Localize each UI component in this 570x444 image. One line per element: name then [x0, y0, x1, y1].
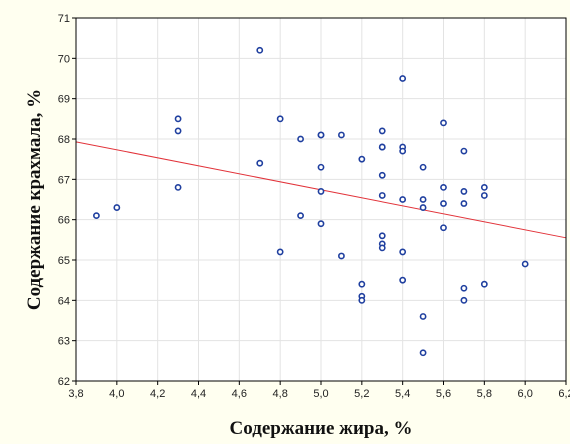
data-point — [174, 115, 182, 123]
data-point — [276, 248, 284, 256]
data-point — [460, 200, 468, 207]
data-point — [419, 204, 427, 211]
data-point — [460, 284, 468, 292]
plot-frame — [75, 17, 567, 382]
data-point — [440, 119, 447, 127]
data-point — [358, 280, 366, 288]
data-point — [297, 135, 304, 143]
data-point — [93, 212, 100, 220]
data-point — [378, 192, 386, 199]
x-tick-label: 4,8 — [273, 388, 288, 400]
y-tick-label: 62 — [58, 376, 70, 388]
data-point — [480, 183, 488, 191]
data-point — [256, 46, 264, 54]
data-point — [419, 349, 427, 357]
x-tick-label: 6,2 — [558, 388, 570, 400]
data-point — [378, 143, 386, 151]
y-tick-label: 67 — [58, 174, 70, 186]
data-point — [297, 212, 304, 220]
data-point — [419, 313, 427, 320]
x-tick-label: 5,4 — [395, 388, 410, 400]
x-tick-label: 4,4 — [191, 388, 206, 400]
y-tick-label: 66 — [58, 215, 70, 227]
data-point — [317, 220, 325, 228]
x-tick-label: 5,6 — [436, 388, 451, 400]
y-tick-label: 68 — [58, 134, 70, 146]
data-point — [276, 115, 284, 123]
data-point — [460, 188, 468, 195]
data-point — [358, 296, 366, 304]
data-point — [317, 131, 325, 139]
y-tick-label: 70 — [58, 53, 70, 65]
x-tick-labels: 3,8 4,0 4,2 4,4 4,6 4,8 5,0 5,2 5,4 5,6 5,8 6,0 6,2 — [68, 388, 570, 400]
x-tick-label: 4,0 — [109, 388, 124, 400]
data-point — [174, 183, 182, 191]
y-tick-label: 65 — [58, 255, 70, 267]
data-point — [480, 192, 488, 199]
data-points — [93, 46, 529, 357]
y-tick-labels: 62 63 64 65 66 67 68 69 70 71 — [58, 13, 70, 388]
x-tick-label: 6,0 — [518, 388, 533, 400]
data-point — [317, 163, 325, 171]
data-point — [399, 75, 407, 82]
data-point — [358, 155, 366, 163]
data-point — [113, 204, 121, 211]
x-axis-title: Содержание жира, % — [230, 418, 413, 439]
data-point — [338, 252, 345, 260]
x-tick-label: 4,2 — [150, 388, 165, 400]
data-point — [399, 147, 407, 155]
data-point — [399, 248, 407, 256]
data-point — [440, 200, 447, 207]
x-tick-label: 5,0 — [313, 388, 328, 400]
y-tick-label: 64 — [58, 295, 70, 307]
data-point — [317, 188, 325, 195]
y-tick-label: 63 — [58, 336, 70, 348]
data-point — [440, 224, 447, 232]
data-point — [256, 159, 264, 167]
data-point — [480, 280, 488, 288]
data-point — [378, 244, 386, 252]
x-tick-label: 3,8 — [68, 388, 83, 400]
y-tick-label: 71 — [58, 13, 70, 25]
data-point — [521, 260, 529, 268]
data-point — [378, 171, 386, 179]
x-tick-label: 4,6 — [232, 388, 247, 400]
grid-lines — [72, 17, 567, 385]
data-point — [440, 183, 447, 191]
y-axis-title: Содержание крахмала, % — [24, 89, 45, 310]
y-tick-label: 69 — [58, 94, 70, 106]
x-tick-label: 5,2 — [354, 388, 369, 400]
data-point — [460, 296, 468, 304]
data-point — [419, 196, 427, 203]
data-point — [399, 276, 407, 284]
x-tick-label: 5,8 — [477, 388, 492, 400]
data-point — [399, 196, 407, 203]
data-point — [174, 127, 182, 135]
data-point — [378, 127, 386, 135]
data-point — [419, 163, 427, 171]
data-point — [460, 147, 468, 155]
data-point — [378, 232, 386, 240]
data-point — [338, 131, 345, 139]
